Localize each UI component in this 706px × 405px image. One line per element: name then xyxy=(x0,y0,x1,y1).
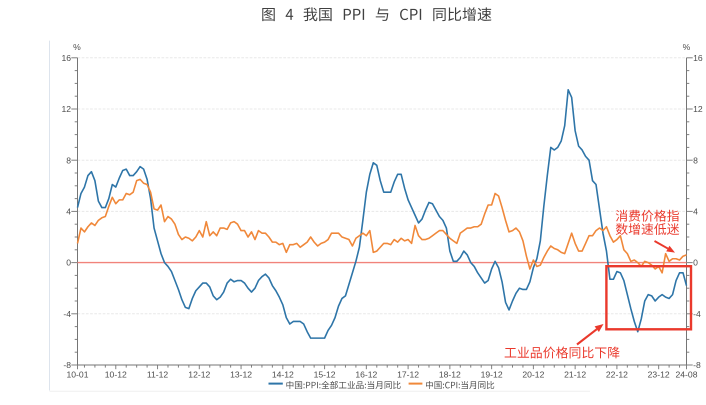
svg-text:0: 0 xyxy=(693,258,698,268)
svg-text:16: 16 xyxy=(61,53,71,63)
svg-text:12: 12 xyxy=(61,104,71,114)
svg-text:16-12: 16-12 xyxy=(355,369,377,379)
svg-text:16: 16 xyxy=(693,53,703,63)
svg-text:20-12: 20-12 xyxy=(522,369,544,379)
svg-text:19-12: 19-12 xyxy=(481,369,503,379)
svg-text:%: % xyxy=(73,42,81,52)
svg-text:14-12: 14-12 xyxy=(272,369,294,379)
svg-text:-8: -8 xyxy=(693,360,701,370)
svg-text:-4: -4 xyxy=(693,309,701,319)
svg-text:13-12: 13-12 xyxy=(230,369,252,379)
svg-text:10-01: 10-01 xyxy=(67,369,89,379)
svg-text:10-12: 10-12 xyxy=(105,369,127,379)
svg-text:4: 4 xyxy=(66,207,71,217)
svg-text:8: 8 xyxy=(66,155,71,165)
svg-text:22-12: 22-12 xyxy=(606,369,628,379)
svg-text:%: % xyxy=(683,42,691,52)
svg-text:11-12: 11-12 xyxy=(147,369,169,379)
svg-text:8: 8 xyxy=(693,155,698,165)
svg-text:4: 4 xyxy=(693,207,698,217)
svg-text:-4: -4 xyxy=(63,309,71,319)
svg-text:15-12: 15-12 xyxy=(314,369,336,379)
svg-text:23-12: 23-12 xyxy=(648,369,670,379)
svg-text:18-12: 18-12 xyxy=(439,369,461,379)
svg-text:21-12: 21-12 xyxy=(564,369,586,379)
svg-text:12: 12 xyxy=(693,104,703,114)
svg-text:-8: -8 xyxy=(63,360,71,370)
svg-text:0: 0 xyxy=(66,258,71,268)
svg-text:24-08: 24-08 xyxy=(676,369,698,379)
svg-text:17-12: 17-12 xyxy=(397,369,419,379)
svg-text:12-12: 12-12 xyxy=(188,369,210,379)
